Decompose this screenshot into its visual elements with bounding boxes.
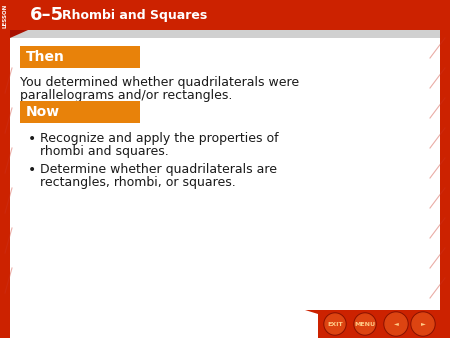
Polygon shape [10, 310, 318, 338]
Bar [0, 310, 450, 338]
Text: LESSON: LESSON [3, 4, 8, 28]
Text: ►: ► [421, 321, 425, 327]
Circle shape [354, 313, 376, 335]
Text: ◄: ◄ [394, 321, 398, 327]
Text: Rhombi and Squares: Rhombi and Squares [62, 8, 207, 22]
Bar [10, 38, 440, 310]
Circle shape [325, 314, 345, 334]
Text: parallelograms and/or rectangles.: parallelograms and/or rectangles. [20, 89, 232, 102]
Text: •: • [28, 132, 36, 146]
Circle shape [324, 313, 346, 335]
Circle shape [412, 313, 434, 335]
Text: You determined whether quadrilaterals were: You determined whether quadrilaterals we… [20, 76, 299, 89]
Text: •: • [28, 163, 36, 177]
Polygon shape [10, 30, 28, 38]
Text: Now: Now [26, 105, 60, 119]
Text: Determine whether quadrilaterals are: Determine whether quadrilaterals are [40, 163, 277, 176]
Text: Then: Then [26, 50, 65, 64]
Bar [20, 101, 140, 123]
Bar [20, 46, 140, 68]
Circle shape [384, 312, 408, 336]
Text: MENU: MENU [355, 321, 376, 327]
Text: rectangles, rhombi, or squares.: rectangles, rhombi, or squares. [40, 176, 236, 189]
Circle shape [385, 313, 407, 335]
Bar [440, 0, 450, 338]
Bar [0, 0, 450, 30]
Text: Recognize and apply the properties of: Recognize and apply the properties of [40, 132, 279, 145]
Bar [0, 0, 10, 338]
Text: 6–5: 6–5 [30, 6, 64, 24]
Circle shape [411, 312, 435, 336]
Circle shape [355, 314, 375, 334]
Text: EXIT: EXIT [327, 321, 343, 327]
Text: rhombi and squares.: rhombi and squares. [40, 145, 169, 158]
